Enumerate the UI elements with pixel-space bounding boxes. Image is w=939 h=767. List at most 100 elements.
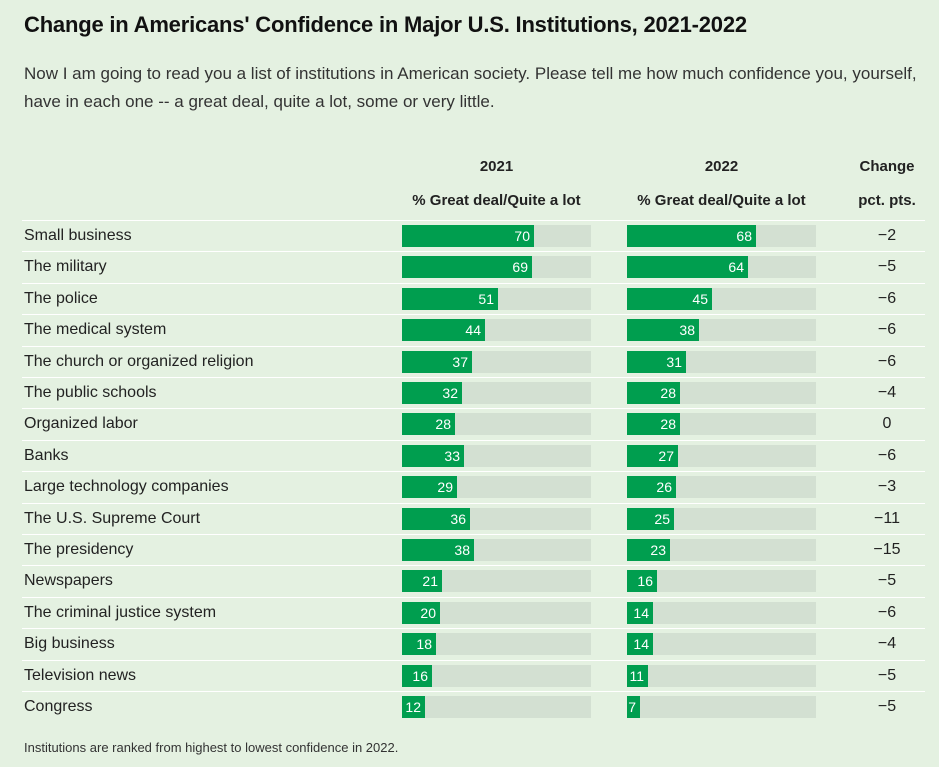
- bar-value-label: 44: [465, 322, 481, 339]
- bar-track-2021: 51: [402, 287, 591, 310]
- bar-value-label: 28: [660, 416, 676, 433]
- row-label: The church or organized religion: [24, 352, 254, 370]
- bar-2021: [402, 476, 457, 499]
- bar-track-2021: 37: [402, 350, 591, 373]
- bar-2021: [402, 696, 425, 718]
- bar-value-label: 45: [692, 290, 708, 307]
- bar-track-2022: 25: [627, 507, 816, 530]
- bar-value-label: 31: [666, 353, 682, 370]
- change-value: −6: [877, 321, 897, 339]
- bar-track-2021: 32: [402, 382, 591, 404]
- bar-2021: [402, 444, 464, 467]
- bar-track-2021: 44: [402, 319, 591, 342]
- bar-track-2022: 14: [627, 633, 816, 656]
- row-divider: [22, 503, 925, 504]
- bar-2021: [402, 633, 436, 656]
- bar-track-2021: 21: [402, 570, 591, 593]
- change-value: −2: [877, 227, 897, 244]
- change-value: −6: [877, 352, 897, 370]
- change-value: −5: [877, 572, 897, 590]
- row-divider: [22, 565, 925, 566]
- row-divider: [22, 440, 925, 441]
- bar-track-2022: 64: [627, 256, 816, 279]
- bar-track-2021: 18: [402, 633, 591, 656]
- bar-track-2021: 33: [402, 444, 591, 467]
- bar-value-label: 51: [478, 290, 494, 307]
- row-label: Congress: [24, 698, 93, 715]
- row-divider: [22, 471, 925, 472]
- row-divider: [22, 283, 925, 284]
- bar-value-label: 26: [656, 479, 672, 496]
- change-value: −6: [877, 446, 897, 464]
- row-label: Large technology companies: [24, 478, 229, 496]
- row-divider: [22, 346, 925, 347]
- bar-track-2022: 26: [627, 476, 816, 499]
- bar-2021: [402, 570, 442, 593]
- change-value: −6: [877, 289, 897, 307]
- bar-2021: [402, 413, 455, 436]
- bar-2022: [627, 696, 640, 718]
- row-divider: [22, 660, 925, 661]
- row-divider: [22, 628, 925, 629]
- bar-value-label: 16: [412, 667, 428, 684]
- bar-2022: [627, 539, 670, 561]
- bar-2022: [627, 601, 653, 624]
- change-value: −3: [877, 478, 897, 496]
- bar-2022: [627, 225, 756, 247]
- bar-value-label: 29: [437, 479, 453, 496]
- row-label: The public schools: [24, 384, 157, 401]
- bar-value-label: 7: [628, 699, 636, 715]
- change-value: −11: [874, 509, 900, 527]
- bar-value-label: 14: [633, 604, 649, 621]
- bar-value-label: 14: [633, 636, 649, 653]
- chart-subtitle: Now I am going to read you a list of ins…: [24, 64, 917, 111]
- row-label: The U.S. Supreme Court: [24, 509, 201, 527]
- change-value: −4: [877, 384, 897, 401]
- row-divider: [22, 251, 925, 252]
- row-label: Television news: [24, 666, 137, 684]
- row-divider: [22, 377, 925, 378]
- row-label: Organized labor: [24, 415, 138, 433]
- change-value: −4: [877, 635, 897, 653]
- bar-2022: [627, 413, 680, 436]
- bar-track-2021: 12: [402, 696, 591, 718]
- bar-2022: [627, 319, 699, 342]
- bar-track-2021: 16: [402, 664, 591, 687]
- row-label: Newspapers: [24, 572, 113, 590]
- bar-2021: [402, 319, 485, 342]
- row-divider: [22, 314, 925, 315]
- bar-2021: [402, 382, 462, 404]
- bar-2022: [627, 507, 674, 530]
- bar-value-label: 23: [650, 542, 666, 558]
- bar-2021: [402, 256, 532, 279]
- bar-track-2022: 45: [627, 287, 816, 310]
- row-divider: [22, 691, 925, 692]
- bar-value-label: 12: [405, 699, 421, 715]
- change-value: 0: [882, 415, 892, 433]
- bar-value-label: 28: [660, 385, 676, 401]
- bar-track-2021: 28: [402, 413, 591, 436]
- bar-value-label: 70: [514, 228, 530, 244]
- bar-track-2021: 20: [402, 601, 591, 624]
- bar-2021: [402, 507, 470, 530]
- row-label: Big business: [24, 635, 115, 653]
- bar-track-2022: 31: [627, 350, 816, 373]
- bar-2022: [627, 476, 676, 499]
- bar-2022: [627, 664, 648, 687]
- bar-track-2022: 14: [627, 601, 816, 624]
- bar-2022: [627, 287, 712, 310]
- bar-2021: [402, 225, 534, 247]
- bar-2022: [627, 444, 678, 467]
- bar-value-label: 11: [629, 667, 644, 684]
- bar-value-label: 32: [442, 385, 458, 401]
- bar-value-label: 16: [637, 573, 653, 590]
- row-divider: [22, 534, 925, 535]
- bar-value-label: 33: [444, 447, 460, 464]
- bar-2022: [627, 382, 680, 404]
- bar-track-2022: 16: [627, 570, 816, 593]
- bar-2021: [402, 601, 440, 624]
- row-label: The criminal justice system: [24, 603, 217, 621]
- column-subheader-2022: % Great deal/Quite a lot: [637, 192, 806, 209]
- column-subheader-2021: % Great deal/Quite a lot: [412, 192, 581, 209]
- row-label: The military: [24, 258, 107, 276]
